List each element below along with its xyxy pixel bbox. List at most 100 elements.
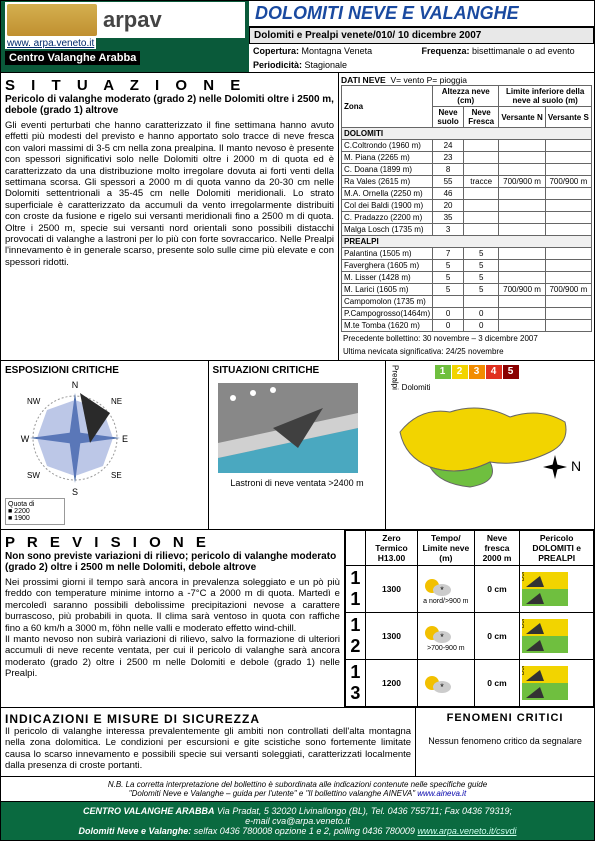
svg-text:Dolomiti: Dolomiti	[522, 666, 526, 675]
table-row: P.Campogrosso(1464m)00	[342, 308, 592, 320]
svg-text:*: *	[440, 682, 444, 692]
fc-col-zero: Zero Termico H13.00	[365, 531, 417, 566]
periodicita-lbl: Periodicità:	[253, 60, 302, 70]
esposizioni-title: ESPOSIZIONI CRITICHE	[5, 365, 204, 376]
weather-icon: *	[420, 621, 454, 645]
situazione-subtitle: Pericolo di valanghe moderato (grado 2) …	[5, 94, 334, 116]
map-lbl-prealpi: Prealpi	[390, 365, 399, 390]
region-map-icon: N	[390, 392, 580, 497]
svg-text:N: N	[72, 380, 79, 390]
scale-level-2: 2	[452, 365, 468, 379]
footer-dnv: Dolomiti Neve e Valanghe:	[79, 826, 192, 836]
brand-text: arpav	[103, 7, 162, 33]
nb-links: "Dolomiti Neve e Valanghe – guida per l'…	[129, 789, 417, 798]
header-left: arpav www. arpa.veneto.it Centro Valangh…	[1, 1, 249, 72]
table-row: C. Doana (1899 m)8	[342, 164, 592, 176]
svg-text:W: W	[21, 434, 30, 444]
fc-col-pericolo: Pericolo DOLOMITI e PREALPI	[520, 531, 594, 566]
svg-text:NE: NE	[111, 397, 122, 406]
indicazioni-panel: INDICAZIONI E MISURE DI SICUREZZA Il per…	[1, 708, 416, 776]
table-row: M.A. Ornella (2250 m)46	[342, 188, 592, 200]
compass-legend: Quota di■ 2200■ 1900	[5, 498, 65, 525]
dati-table: Zona Altezza neve (cm) Limite inferiore …	[341, 85, 592, 332]
nb-note: N.B. La corretta interpretazione del bol…	[1, 776, 594, 801]
danger-scale: 12345	[435, 365, 519, 379]
map-panel: Prealpi Dolomiti 12345 N	[386, 361, 594, 529]
header-right: DOLOMITI NEVE E VALANGHE Dolomiti e Prea…	[249, 1, 594, 72]
col-vn: Versante N	[499, 107, 545, 128]
esposizioni-panel: ESPOSIZIONI CRITICHE N E S W NE SE SW NW	[1, 361, 209, 529]
weather-icon: *	[420, 574, 454, 598]
footer-tel: selfax 0436 780008 opzione 1 e 2, pollin…	[191, 826, 417, 836]
svg-text:Dolomiti: Dolomiti	[522, 619, 526, 628]
compass-rose-icon: N E S W NE SE SW NW	[5, 378, 145, 498]
table-row: M. Lisser (1428 m)55	[342, 272, 592, 284]
nb-url[interactable]: www.aineva.it	[417, 789, 466, 798]
dati-title: DATI NEVE	[341, 75, 386, 85]
footer: CENTRO VALANGHE ARABBA Via Pradat, 5 320…	[1, 801, 594, 840]
forecast-row: 12 1300 * >700-900 m 0 cm Dolomiti	[345, 613, 593, 660]
table-row: Faverghera (1605 m)55	[342, 260, 592, 272]
previsione-subtitle: Non sono previste variazioni di rilievo;…	[5, 551, 340, 573]
indicazioni-row: INDICAZIONI E MISURE DI SICUREZZA Il per…	[1, 707, 594, 776]
fenomeni-body: Nessun fenomeno critico da segnalare	[420, 736, 590, 746]
table-row: Campomolon (1735 m)	[342, 296, 592, 308]
north-label: N	[571, 458, 580, 474]
footer-email: e-mail cva@arpa.veneto.it	[245, 816, 350, 826]
table-row: M. Piana (2265 m)23	[342, 152, 592, 164]
logo-icon	[7, 4, 97, 36]
situazione-body: Gli eventi perturbati che hanno caratter…	[5, 120, 334, 268]
forecast-row: 13 1200 * 0 cm Dolomiti	[345, 660, 593, 707]
page-title: DOLOMITI NEVE E VALANGHE	[249, 1, 594, 27]
last-snow: Ultima nevicata significativa: 24/25 nov…	[341, 345, 592, 358]
scale-level-5: 5	[503, 365, 519, 379]
svg-text:Dolomiti: Dolomiti	[522, 572, 526, 581]
critical-row: ESPOSIZIONI CRITICHE N E S W NE SE SW NW	[1, 360, 594, 529]
header: arpav www. arpa.veneto.it Centro Valangh…	[1, 1, 594, 72]
svg-text:NW: NW	[27, 397, 41, 406]
svg-text:SW: SW	[27, 471, 40, 480]
situazioni-caption: Lastroni di neve ventata >2400 m	[213, 478, 382, 488]
nb-text: N.B. La corretta interpretazione del bol…	[108, 780, 487, 789]
copertura-val: Montagna Veneta	[302, 46, 373, 56]
previsione-body: Nei prossimi giorni il tempo sarà ancora…	[5, 577, 340, 680]
col-limite: Limite inferiore della neve al suolo (m)	[499, 86, 592, 107]
website-link[interactable]: www. arpa.veneto.it	[5, 38, 96, 49]
svg-text:*: *	[440, 585, 444, 595]
table-row: C. Pradazzo (2200 m)35	[342, 212, 592, 224]
weather-icon: *	[420, 671, 454, 695]
copertura-lbl: Copertura:	[253, 46, 299, 56]
forecast-table: Zero Termico H13.00 Tempo/ Limite neve (…	[345, 530, 594, 707]
prev-bulletin: Precedente bollettino: 30 novembre – 3 d…	[341, 332, 592, 345]
table-row: Col dei Baldi (1900 m)20	[342, 200, 592, 212]
col-ns: Neve suolo	[433, 107, 464, 128]
danger-icon: Dolomiti	[522, 619, 568, 653]
subtitle: Dolomiti e Prealpi venete/010/ 10 dicemb…	[249, 27, 594, 44]
situazioni-critiche-panel: SITUAZIONI CRITICHE Lastroni di neve ven…	[209, 361, 387, 529]
scale-level-1: 1	[435, 365, 451, 379]
svg-text:S: S	[72, 487, 78, 497]
table-row: M.te Tomba (1620 m)00	[342, 320, 592, 332]
footer-centro: CENTRO VALANGHE ARABBA	[83, 806, 215, 816]
periodicita-val: Stagionale	[305, 60, 348, 70]
group-header: PREALPI	[342, 236, 592, 248]
footer-url[interactable]: www.arpa.veneto.it/csvdi	[417, 826, 516, 836]
indicazioni-body: Il pericolo di valanghe interessa preval…	[5, 726, 411, 772]
frequenza-lbl: Frequenza:	[422, 46, 470, 56]
table-row: C.Coltrondo (1960 m)24	[342, 140, 592, 152]
dati-legend: V= vento P= pioggia	[390, 75, 467, 85]
table-row: Palantina (1505 m)75	[342, 248, 592, 260]
danger-icon: Dolomiti	[522, 666, 568, 700]
previsione-title: P R E V I S I O N E	[5, 534, 340, 551]
scale-level-3: 3	[469, 365, 485, 379]
forecast-row: 11 1300 * a nord/>900 m 0 cm Dolomiti	[345, 566, 593, 613]
situazione-panel: S I T U A Z I O N E Pericolo di valanghe…	[1, 73, 339, 360]
fc-col-tempo: Tempo/ Limite neve (m)	[418, 531, 475, 566]
dati-neve-panel: DATI NEVE V= vento P= pioggia Zona Altez…	[339, 73, 594, 360]
centro-label: Centro Valanghe Arabba	[5, 51, 140, 65]
scale-level-4: 4	[486, 365, 502, 379]
table-row: Ra Vales (2615 m)55tracce700/900 m700/90…	[342, 176, 592, 188]
fenomeni-title: FENOMENI CRITICI	[420, 712, 590, 724]
page: arpav www. arpa.veneto.it Centro Valangh…	[0, 0, 595, 841]
forecast-table-panel: Zero Termico H13.00 Tempo/ Limite neve (…	[345, 530, 594, 707]
